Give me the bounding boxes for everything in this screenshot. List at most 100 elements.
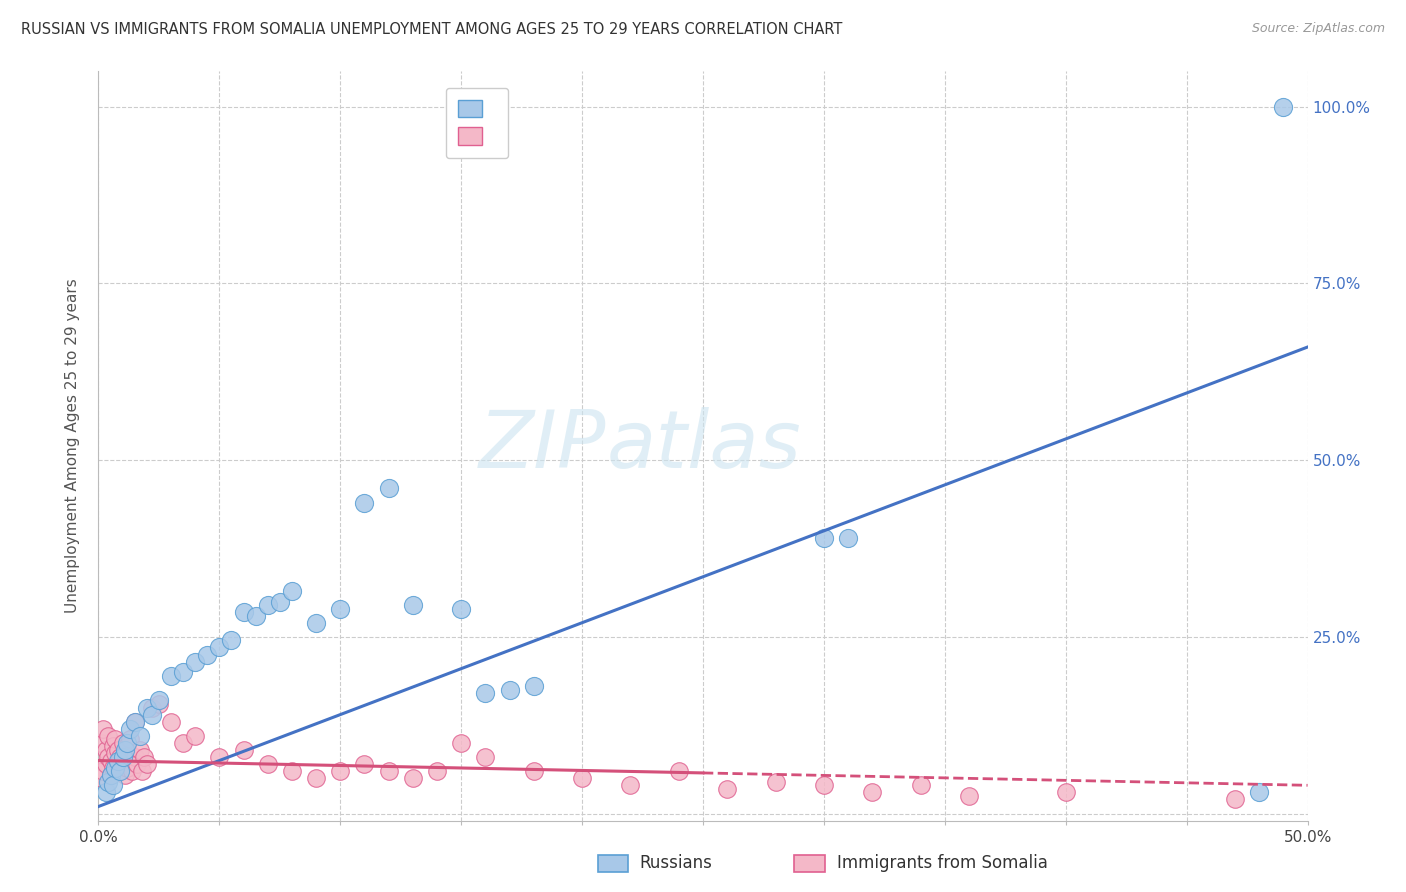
Point [104,747,127,761]
Point [232,605,254,619]
Point [184,655,207,669]
Point [94,743,117,757]
Text: Source: ZipAtlas.com: Source: ZipAtlas.com [1251,22,1385,36]
Point [107,743,129,757]
Point [127,757,149,772]
Point [108,764,131,779]
Point [1223,792,1246,806]
Point [128,729,150,743]
Point [232,743,254,757]
Point [97,774,120,789]
Point [1054,785,1077,799]
Text: ZIP: ZIP [479,407,606,485]
Point [860,785,883,799]
Text: Russians: Russians [640,855,713,872]
Point [450,601,472,615]
Point [765,774,787,789]
Point [117,736,139,750]
Point [571,771,593,785]
Point [221,633,243,648]
Point [148,697,170,711]
Point [148,693,170,707]
Point [523,764,546,779]
Point [111,757,134,772]
Y-axis label: Unemployment Among Ages 25 to 29 years: Unemployment Among Ages 25 to 29 years [65,278,80,614]
Text: RUSSIAN VS IMMIGRANTS FROM SOMALIA UNEMPLOYMENT AMONG AGES 25 TO 29 YEARS CORREL: RUSSIAN VS IMMIGRANTS FROM SOMALIA UNEMP… [21,22,842,37]
Point [90,771,112,785]
Point [100,767,122,781]
Point [256,598,278,612]
Point [135,700,157,714]
Text: Immigrants from Somalia: Immigrants from Somalia [837,855,1047,872]
Point [114,767,136,781]
Point [107,754,129,768]
Point [402,598,425,612]
Point [131,764,153,779]
Point [111,750,134,764]
Point [172,736,194,750]
Point [114,743,136,757]
Point [128,743,150,757]
Point [281,583,304,598]
Point [957,789,980,803]
Point [134,750,156,764]
Legend: , : , [446,87,508,158]
Point [111,736,134,750]
Point [281,764,304,779]
Point [100,767,122,781]
Point [402,771,425,785]
Point [208,640,231,655]
Point [1272,100,1295,114]
Point [474,686,496,700]
Point [813,531,835,545]
Point [97,750,120,764]
Point [329,764,352,779]
Point [141,707,163,722]
Point [329,601,352,615]
Point [124,714,146,729]
Point [160,714,183,729]
Point [107,757,129,772]
Point [305,771,328,785]
Point [353,495,375,509]
Point [619,778,641,792]
Point [813,778,835,792]
Point [104,761,127,775]
Point [353,757,375,772]
Point [124,714,146,729]
Point [668,764,690,779]
Point [117,761,139,775]
Point [377,764,399,779]
Point [121,764,143,779]
Point [245,608,267,623]
Point [101,778,124,792]
Point [474,750,496,764]
Point [910,778,932,792]
Point [90,736,112,750]
Point [91,764,114,779]
Point [124,750,146,764]
Point [172,665,194,680]
Point [184,729,207,743]
Point [108,750,131,764]
Point [94,757,117,772]
Point [256,757,278,772]
Point [118,722,141,736]
Point [94,785,117,799]
Point [100,754,122,768]
Point [523,679,546,693]
Point [450,736,472,750]
Point [118,754,141,768]
Point [91,722,114,736]
Point [305,615,328,630]
Point [101,739,124,754]
Point [135,757,157,772]
Point [1249,785,1271,799]
Point [716,781,738,796]
Point [118,732,141,747]
Point [837,531,859,545]
Point [97,729,120,743]
Point [104,732,127,747]
Point [101,761,124,775]
Point [377,482,399,496]
